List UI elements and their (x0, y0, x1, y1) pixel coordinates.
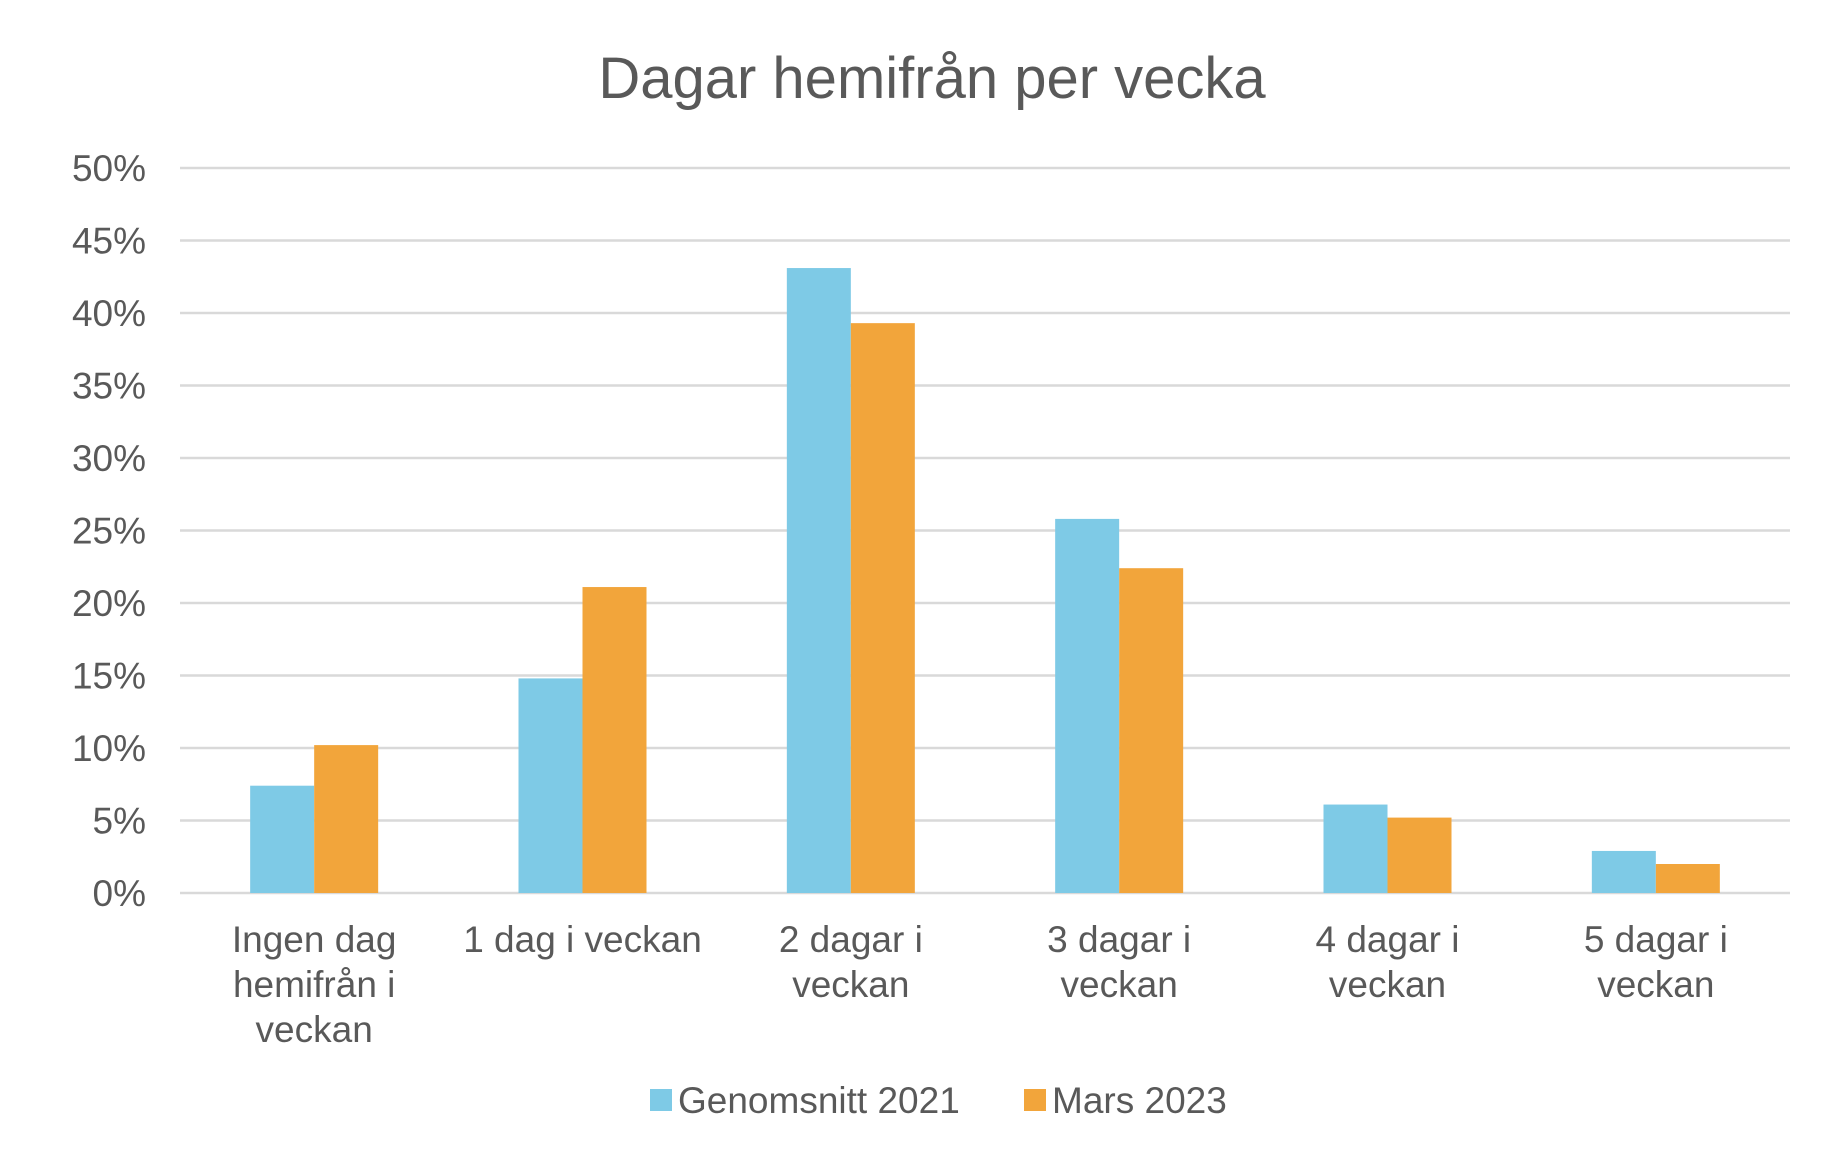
legend-label: Genomsnitt 2021 (678, 1080, 960, 1121)
bar-series1 (518, 678, 583, 893)
x-tick-label: 3 dagar i veckan (1047, 919, 1191, 1005)
x-tick-label: Ingen dag hemifrån i veckan (232, 919, 397, 1050)
gridlines (180, 166, 1790, 895)
legend-swatch (650, 1089, 672, 1111)
y-tick-label: 20% (72, 583, 146, 624)
y-tick-label: 30% (72, 438, 146, 479)
x-tick-label-line: veckan (1329, 964, 1446, 1005)
bar-series2 (1387, 817, 1452, 893)
x-tick-label-line: 3 dagar i (1047, 919, 1191, 960)
x-tick-label: 5 dagar i veckan (1584, 919, 1728, 1005)
y-tick-label: 50% (72, 148, 146, 189)
bar-series2 (1119, 568, 1184, 893)
bars (250, 268, 1720, 893)
y-tick-label: 0% (93, 873, 146, 914)
y-tick-label: 45% (72, 221, 146, 262)
bar-series1 (786, 268, 851, 893)
bar-series2 (582, 587, 647, 893)
x-tick-label-line: veckan (792, 964, 909, 1005)
x-tick-label-line: 5 dagar i (1584, 919, 1728, 960)
bar-series2 (314, 745, 379, 893)
x-tick-label: 4 dagar i veckan (1316, 919, 1460, 1005)
bar-series1 (1055, 518, 1120, 893)
x-tick-label: 1 dag i veckan (463, 919, 702, 960)
legend-swatch (1024, 1089, 1046, 1111)
bar-series2 (850, 323, 915, 893)
x-tick-label-line: veckan (1597, 964, 1714, 1005)
x-tick-label-line: 2 dagar i (779, 919, 923, 960)
bar-series1 (250, 785, 315, 893)
bar-series2 (1655, 864, 1720, 893)
x-tick-label-line: veckan (1061, 964, 1178, 1005)
x-tick-label-line: hemifrån i (233, 964, 395, 1005)
x-tick-label-line: veckan (256, 1009, 373, 1050)
y-axis-ticks: 0% 5% 10% 15% 20% 25% 30% 35% 40% 45% 50% (72, 148, 146, 914)
y-tick-label: 40% (72, 293, 146, 334)
bar-series1 (1591, 850, 1656, 893)
x-tick-label-line: 4 dagar i (1316, 919, 1460, 960)
x-tick-label-line: Ingen dag (232, 919, 397, 960)
y-tick-label: 25% (72, 511, 146, 552)
x-tick-label: 2 dagar i veckan (779, 919, 923, 1005)
legend: Genomsnitt 2021 Mars 2023 (650, 1080, 1227, 1121)
y-tick-label: 5% (93, 801, 146, 842)
legend-label: Mars 2023 (1052, 1080, 1227, 1121)
chart-title: Dagar hemifrån per vecka (598, 46, 1266, 111)
x-tick-label-line: 1 dag i veckan (463, 919, 702, 960)
bar-series1 (1323, 804, 1388, 893)
y-tick-label: 35% (72, 366, 146, 407)
y-tick-label: 15% (72, 656, 146, 697)
y-tick-label: 10% (72, 728, 146, 769)
